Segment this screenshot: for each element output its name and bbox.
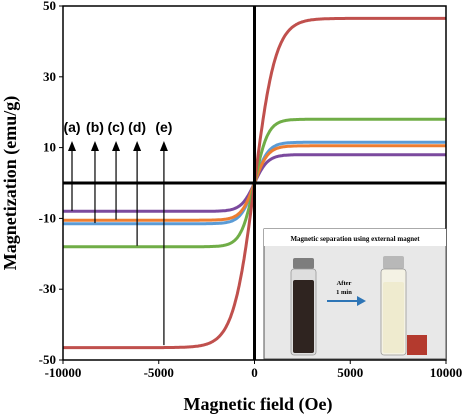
- ticks-layer: -10000 -5000 0 5000 10000 -50 -30 -10 10 30 50: [39, 0, 463, 380]
- inset-arrow-head: [357, 296, 366, 306]
- x-tick-label: -5000: [144, 365, 174, 380]
- annotation-label: (b): [86, 119, 104, 135]
- y-tick-label: -30: [39, 281, 56, 296]
- annotation-label: (d): [128, 119, 146, 135]
- annotation-arrowhead: [112, 141, 121, 151]
- annotation-label: (c): [107, 119, 124, 135]
- annotation-arrowhead: [133, 141, 142, 151]
- annotation-label: (e): [155, 119, 172, 135]
- x-tick-label: -10000: [45, 365, 82, 380]
- vial-right-liquid: [383, 282, 404, 353]
- vial-left-liquid: [293, 280, 314, 353]
- inset-arrow-text-1: After: [337, 280, 352, 287]
- vial-left-cap: [293, 258, 314, 269]
- annotation-label: (a): [63, 119, 80, 135]
- annotations-layer: (a) (b) (c) (d) (e): [63, 119, 172, 346]
- y-tick-label: 30: [43, 69, 56, 84]
- inset-title: Magnetic separation using external magne…: [290, 235, 420, 243]
- x-tick-label: 0: [251, 365, 258, 380]
- inset-header-band: [264, 229, 446, 246]
- y-tick-label: 10: [43, 140, 56, 155]
- x-tick-label: 5000: [337, 365, 363, 380]
- y-axis-title: Magnetization (emu/g): [0, 96, 21, 270]
- vial-right-cap: [383, 256, 404, 269]
- annotation-arrowhead: [68, 141, 76, 151]
- y-tick-label: 50: [43, 0, 56, 13]
- annotation-arrowhead: [90, 141, 99, 151]
- external-magnet: [407, 335, 427, 355]
- annotation-arrowhead: [159, 141, 168, 151]
- y-tick-label: -10: [39, 210, 56, 225]
- y-tick-label: -50: [39, 352, 56, 367]
- inset-arrow-text-2: 1 min: [336, 289, 352, 296]
- x-tick-label: 10000: [430, 365, 463, 380]
- x-axis-title: Magnetic field (Oe): [184, 394, 333, 415]
- inset-photo: Magnetic separation using external magne…: [263, 228, 447, 360]
